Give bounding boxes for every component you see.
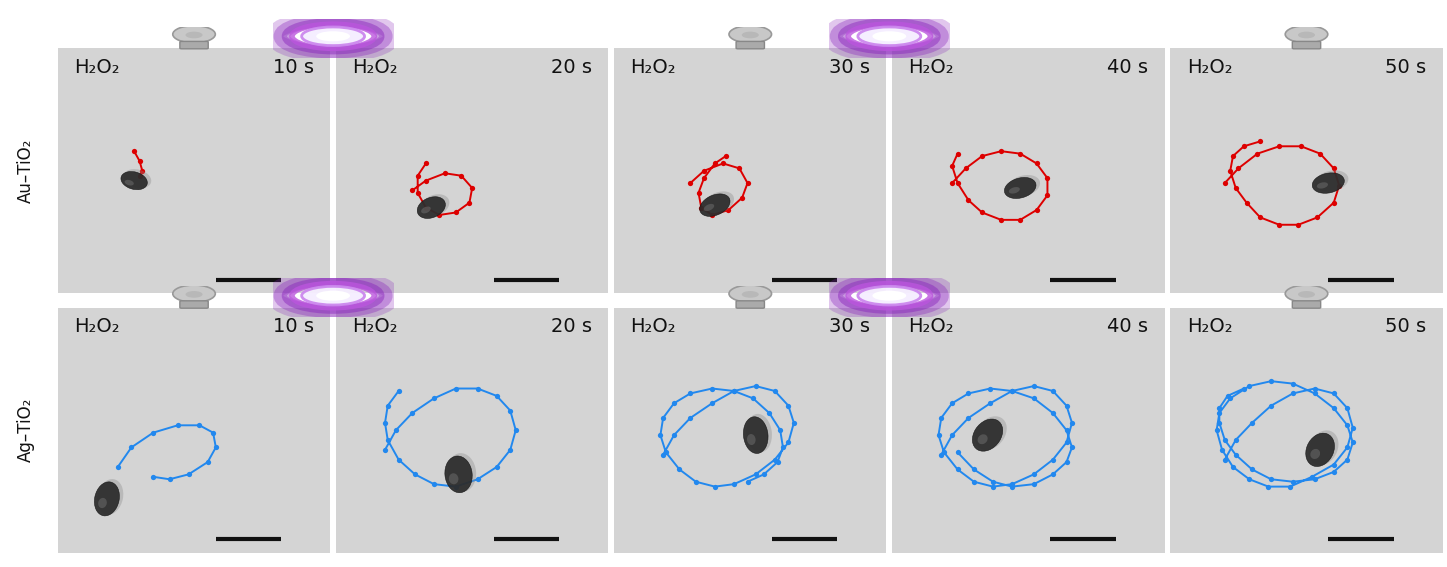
Ellipse shape — [449, 473, 459, 484]
Text: 40 s: 40 s — [1107, 318, 1149, 336]
Text: 30 s: 30 s — [829, 318, 870, 336]
Ellipse shape — [978, 434, 988, 444]
Text: 10 s: 10 s — [273, 318, 314, 336]
Ellipse shape — [972, 419, 1003, 451]
Text: H₂O₂: H₂O₂ — [1187, 58, 1233, 77]
Ellipse shape — [729, 285, 771, 302]
Ellipse shape — [742, 291, 758, 298]
Text: H₂O₂: H₂O₂ — [909, 58, 954, 77]
FancyBboxPatch shape — [1292, 301, 1321, 308]
Ellipse shape — [1007, 175, 1040, 197]
Ellipse shape — [301, 286, 365, 305]
Text: Ag–TiO₂: Ag–TiO₂ — [17, 398, 35, 463]
Text: 20 s: 20 s — [551, 58, 592, 77]
FancyBboxPatch shape — [737, 301, 764, 308]
Ellipse shape — [185, 291, 203, 298]
Ellipse shape — [97, 479, 123, 515]
Text: H₂O₂: H₂O₂ — [631, 58, 676, 77]
Ellipse shape — [1317, 182, 1328, 189]
Ellipse shape — [1009, 187, 1020, 193]
Ellipse shape — [1285, 285, 1328, 302]
Ellipse shape — [975, 416, 1007, 450]
Text: Au–TiO₂: Au–TiO₂ — [17, 138, 35, 203]
Ellipse shape — [1004, 177, 1036, 198]
Ellipse shape — [124, 180, 133, 185]
Ellipse shape — [98, 498, 107, 508]
Ellipse shape — [172, 285, 216, 302]
FancyBboxPatch shape — [179, 301, 208, 308]
Text: 20 s: 20 s — [551, 318, 592, 336]
Ellipse shape — [123, 169, 152, 188]
Ellipse shape — [873, 31, 906, 41]
Ellipse shape — [447, 453, 476, 492]
Text: H₂O₂: H₂O₂ — [631, 318, 676, 336]
Text: H₂O₂: H₂O₂ — [352, 318, 398, 336]
Ellipse shape — [1298, 32, 1315, 39]
Ellipse shape — [444, 456, 472, 493]
Ellipse shape — [1312, 173, 1344, 193]
FancyBboxPatch shape — [737, 41, 764, 49]
Ellipse shape — [700, 194, 731, 217]
Ellipse shape — [301, 27, 365, 45]
Ellipse shape — [858, 286, 920, 305]
Text: H₂O₂: H₂O₂ — [909, 318, 954, 336]
Ellipse shape — [122, 172, 148, 190]
Ellipse shape — [1285, 26, 1328, 43]
Text: H₂O₂: H₂O₂ — [74, 58, 120, 77]
Ellipse shape — [185, 32, 203, 39]
Ellipse shape — [1315, 171, 1349, 192]
Text: 30 s: 30 s — [829, 58, 870, 77]
Ellipse shape — [94, 482, 120, 516]
Text: H₂O₂: H₂O₂ — [1187, 318, 1233, 336]
Ellipse shape — [1305, 433, 1334, 467]
Ellipse shape — [172, 26, 216, 43]
Text: 50 s: 50 s — [1385, 58, 1427, 77]
Ellipse shape — [747, 434, 755, 445]
Ellipse shape — [315, 291, 350, 301]
Text: H₂O₂: H₂O₂ — [352, 58, 398, 77]
Text: 40 s: 40 s — [1107, 58, 1149, 77]
Ellipse shape — [421, 206, 431, 213]
Ellipse shape — [873, 291, 906, 301]
Ellipse shape — [1308, 430, 1338, 466]
Text: 10 s: 10 s — [273, 58, 314, 77]
Ellipse shape — [858, 27, 920, 45]
Ellipse shape — [747, 414, 771, 452]
Ellipse shape — [744, 417, 768, 454]
FancyBboxPatch shape — [179, 41, 208, 49]
Ellipse shape — [420, 194, 450, 217]
Ellipse shape — [1298, 291, 1315, 298]
Ellipse shape — [1311, 449, 1320, 459]
Ellipse shape — [315, 31, 350, 41]
Ellipse shape — [729, 26, 771, 43]
Ellipse shape — [703, 204, 715, 211]
Ellipse shape — [702, 192, 734, 215]
FancyBboxPatch shape — [1292, 41, 1321, 49]
Ellipse shape — [417, 197, 446, 218]
Text: H₂O₂: H₂O₂ — [74, 318, 120, 336]
Text: 50 s: 50 s — [1385, 318, 1427, 336]
Ellipse shape — [742, 32, 758, 39]
